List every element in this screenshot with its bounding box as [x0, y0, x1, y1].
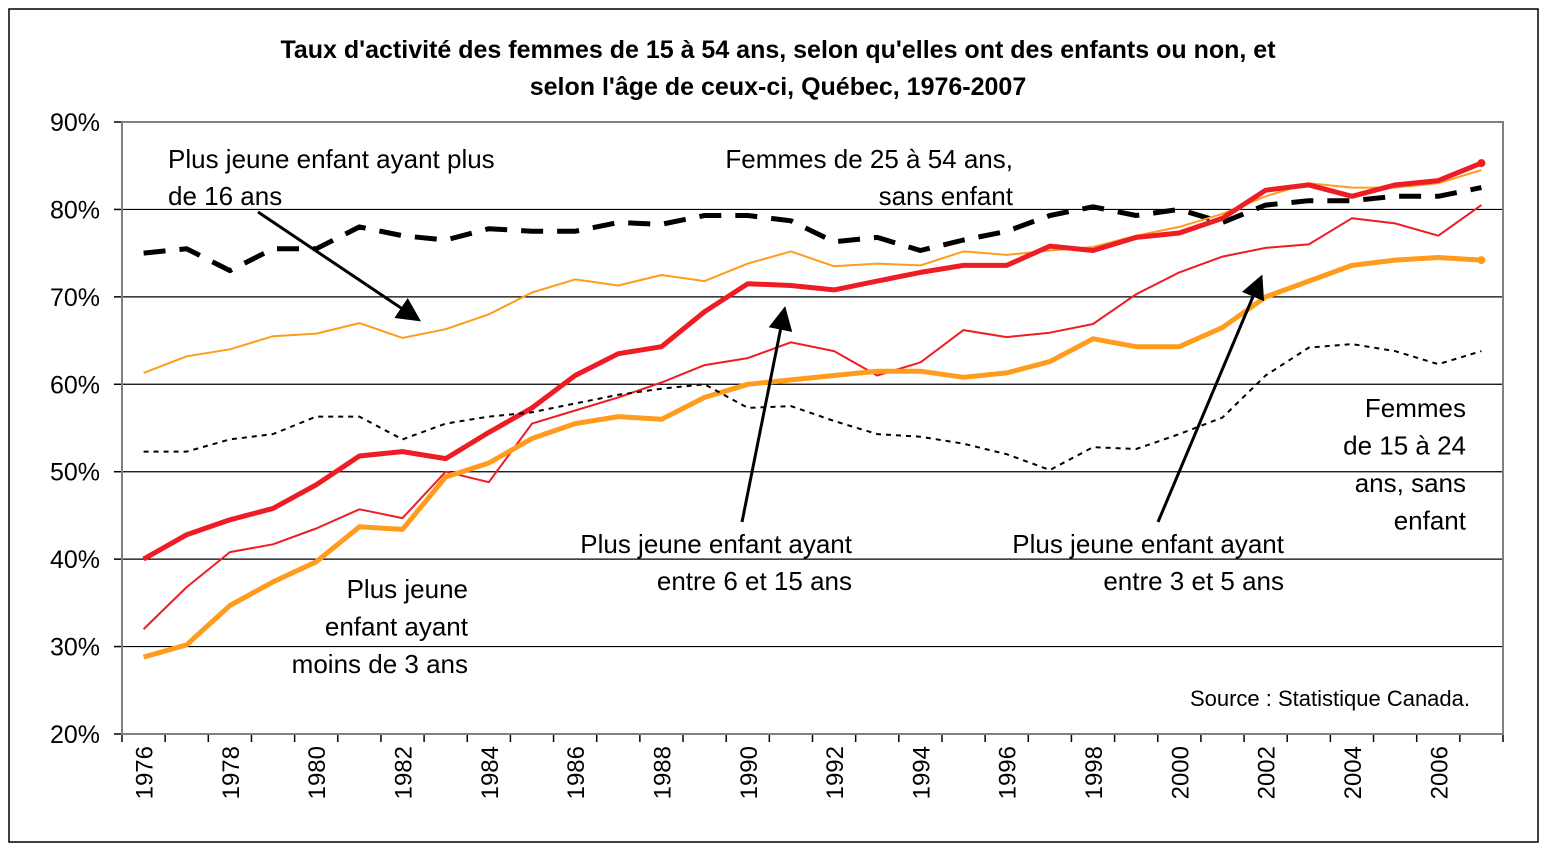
chart-title: Taux d'activité des femmes de 15 à 54 an…	[280, 36, 1276, 64]
x-tick-label: 1986	[563, 746, 590, 799]
x-tick-label: 1978	[218, 746, 245, 799]
chart-border	[8, 8, 1539, 843]
y-tick-label: 70%	[50, 284, 100, 312]
annotation: Source : Statistique Canada.	[1190, 686, 1470, 711]
series-line	[142, 204, 1482, 630]
arrow	[740, 306, 793, 523]
annotation: Plus jeune enfant ayant	[580, 529, 853, 559]
annotation: moins de 3 ans	[292, 649, 468, 679]
x-tick-label: 1998	[1081, 746, 1108, 799]
x-tick-label: 2004	[1340, 746, 1367, 799]
annotation: Plus jeune enfant ayant plus	[168, 144, 495, 174]
series-line	[143, 343, 1482, 471]
x-tick-label: 1994	[908, 746, 935, 799]
y-tick-label: 60%	[50, 371, 100, 399]
annotation: enfant ayant	[325, 612, 469, 642]
x-tick-label: 2002	[1254, 746, 1281, 799]
y-tick-label: 20%	[50, 721, 100, 749]
chart-title: selon l'âge de ceux-ci, Québec, 1976-200…	[530, 73, 1026, 101]
series-line	[143, 185, 1482, 274]
y-tick-label: 40%	[50, 546, 100, 574]
x-tick-label: 1988	[649, 746, 676, 799]
x-tick-label: 2006	[1426, 746, 1453, 799]
y-tick-label: 90%	[50, 109, 100, 137]
annotation: entre 3 et 5 ans	[1103, 566, 1284, 596]
x-tick-label: 1996	[995, 746, 1022, 799]
arrow	[1156, 274, 1265, 523]
x-tick-label: 2000	[1167, 746, 1194, 799]
series-line	[143, 169, 1482, 374]
annotation: Plus jeune enfant ayant	[1012, 529, 1285, 559]
y-tick-label: 30%	[50, 634, 100, 662]
annotation: Femmes de 25 à 54 ans,	[725, 144, 1013, 174]
annotation: Femmes	[1365, 393, 1466, 423]
x-tick-label: 1980	[304, 746, 331, 799]
annotation: ans, sans	[1355, 468, 1466, 498]
annotation: sans enfant	[879, 181, 1014, 211]
x-tick-label: 1992	[822, 746, 849, 799]
series-line	[142, 160, 1483, 562]
arrows	[257, 210, 1265, 523]
end-marker	[1477, 159, 1486, 168]
x-tick-label: 1976	[132, 746, 159, 799]
annotation: de 15 à 24	[1343, 431, 1466, 461]
end-marker	[1477, 256, 1486, 265]
y-tick-label: 50%	[50, 459, 100, 487]
series-line	[142, 255, 1482, 660]
annotation: enfant	[1394, 506, 1467, 536]
annotation: Plus jeune	[347, 574, 468, 604]
x-tick-label: 1982	[391, 746, 418, 799]
x-tick-label: 1990	[736, 746, 763, 799]
annotation: de 16 ans	[168, 181, 282, 211]
annotation: entre 6 et 15 ans	[657, 566, 852, 596]
x-tick-label: 1984	[477, 746, 504, 799]
arrow	[257, 210, 421, 322]
plot-border	[121, 121, 1504, 735]
y-tick-label: 80%	[50, 196, 100, 224]
